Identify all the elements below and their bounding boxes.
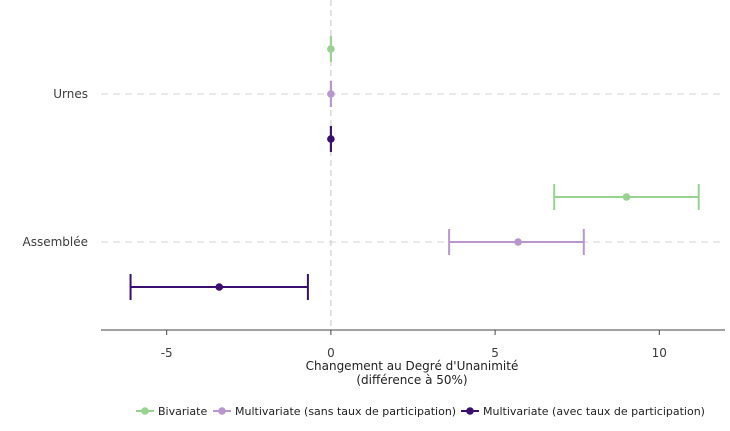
estimate-point [327, 135, 335, 143]
series-3-assemblée [129, 274, 309, 300]
x-tick-label: -5 [161, 346, 173, 360]
legend-item-1: Bivariate [136, 405, 207, 418]
legend-label: Multivariate (sans taux de participation… [235, 405, 456, 418]
x-tick-label: 10 [652, 346, 667, 360]
estimate-point [622, 193, 631, 201]
estimate-point [514, 238, 522, 246]
legend-key-point [218, 407, 226, 415]
legend: Bivariate Multivariate (sans taux de part… [136, 405, 705, 418]
series-3-urnes [327, 126, 335, 152]
data-layer [129, 36, 700, 300]
series-1-urnes [327, 36, 335, 62]
x-tick-label: 5 [491, 346, 499, 360]
legend-label: Multivariate (avec taux de participation… [483, 405, 705, 418]
legend-item-2: Multivariate (sans taux de participation… [213, 405, 456, 418]
x-axis-title-line2: (différence à 50%) [356, 373, 467, 387]
estimate-point [215, 283, 224, 291]
x-tick-label: 0 [327, 346, 335, 360]
axis-layer: Urnes Assemblée -5 0 5 10 [22, 87, 725, 360]
y-tick-label-assemblée: Assemblée [22, 235, 88, 249]
legend-item-3: Multivariate (avec taux de participation… [461, 405, 705, 418]
series-2-assemblée [448, 229, 585, 255]
estimate-point [327, 90, 335, 98]
estimate-point [327, 45, 335, 53]
legend-key-point [466, 407, 474, 415]
legend-key-point [141, 407, 149, 415]
legend-label: Bivariate [158, 405, 207, 418]
grid-layer [101, 93, 725, 243]
x-axis-title-line1: Changement au Degré d'Unanimité [306, 359, 519, 373]
series-2-urnes [327, 81, 335, 107]
y-tick-label-urnes: Urnes [53, 87, 88, 101]
series-1-assemblée [553, 184, 700, 210]
